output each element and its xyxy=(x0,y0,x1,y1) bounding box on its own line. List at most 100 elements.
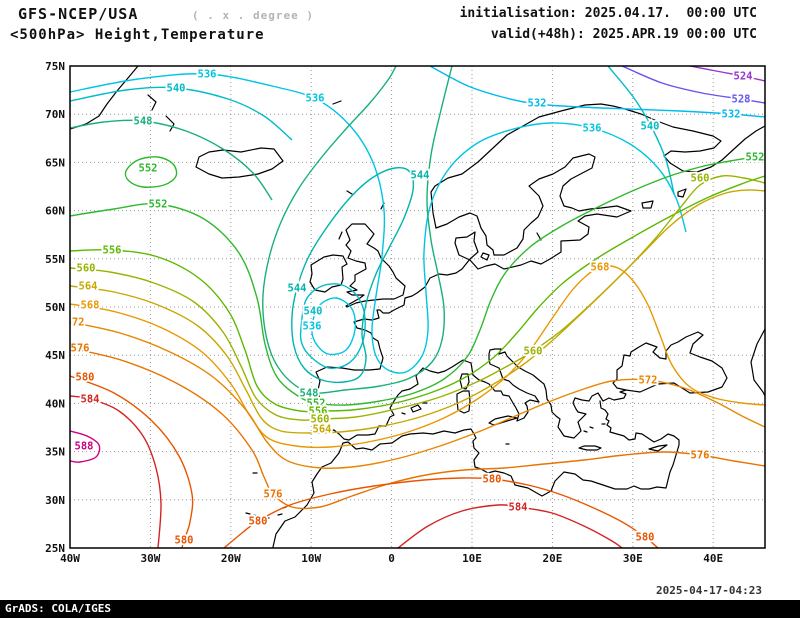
contour-line-564 xyxy=(70,189,765,434)
coastline xyxy=(401,412,406,415)
field-title: <500hPa> Height,Temperature xyxy=(10,27,265,43)
contour-line-572 xyxy=(70,321,765,469)
contour-label-556: 556 xyxy=(103,245,122,257)
map-layers: 524 528 532 532 536 536 536 536 540 540 540 544 544 5… xyxy=(66,66,765,548)
contour-label-560: 560 xyxy=(311,414,330,426)
contour-label-536: 536 xyxy=(198,69,217,81)
footer-bar: GrADS: COLA/IGES xyxy=(0,600,800,618)
lat-axis-label: 65N xyxy=(45,156,65,169)
contour-line-540 xyxy=(70,86,293,141)
contour-line-548 xyxy=(70,119,273,201)
coastline xyxy=(277,513,283,516)
contour-label-544: 544 xyxy=(288,283,307,295)
valid-time-label: valid(+48h): 2025.APR.19 00:00 UTC xyxy=(490,27,757,42)
coastline xyxy=(346,190,353,195)
coastline xyxy=(345,223,406,308)
coastline xyxy=(147,94,157,111)
contour-label-580: 580 xyxy=(175,535,194,547)
contour-label-576: 576 xyxy=(264,489,283,501)
coastline xyxy=(578,445,602,451)
lon-axis-label: 30W xyxy=(140,552,160,565)
contour-label-540: 540 xyxy=(641,121,660,133)
contour-label-540: 540 xyxy=(167,83,186,95)
contour-label-568: 568 xyxy=(81,300,100,312)
contour-line-548 xyxy=(262,66,453,394)
map-border xyxy=(69,65,766,549)
lat-axis-label: 45N xyxy=(45,349,65,362)
contour-line-588 xyxy=(70,430,101,463)
lat-axis-label: 60N xyxy=(45,205,65,218)
contour-label-552: 552 xyxy=(149,199,168,211)
coastline xyxy=(253,514,259,517)
lat-axis-label: 35N xyxy=(45,446,65,459)
contour-label-580: 580 xyxy=(483,474,502,486)
contour-label-580: 580 xyxy=(249,516,268,528)
contour-label-552: 552 xyxy=(746,152,765,164)
model-title: GFS-NCEP/USA xyxy=(18,5,139,23)
coastline xyxy=(309,254,348,293)
contour-label-576: 576 xyxy=(71,343,90,355)
lat-axis-label: 30N xyxy=(45,494,65,507)
contour-label-536: 536 xyxy=(303,321,322,333)
contour-line-524 xyxy=(689,66,765,82)
lat-axis-label: 50N xyxy=(45,301,65,314)
coastline xyxy=(589,426,594,429)
coastline xyxy=(70,66,139,130)
lon-axis-label: 30E xyxy=(623,552,643,565)
coastline xyxy=(612,331,728,394)
contour-label-568: 568 xyxy=(591,262,610,274)
contour-line-552 xyxy=(124,156,178,188)
contour-label-536: 536 xyxy=(306,93,325,105)
coastline xyxy=(332,100,342,105)
coastline xyxy=(641,200,654,209)
contour-label-536: 536 xyxy=(583,123,602,135)
contour-line-556 xyxy=(70,175,765,413)
lon-axis-label: 10W xyxy=(301,552,321,565)
lat-axis-label: 40N xyxy=(45,397,65,410)
contour-label-552: 552 xyxy=(307,398,326,410)
coastline xyxy=(488,415,518,426)
lat-axis-label: 55N xyxy=(45,253,65,266)
lon-axis-label: 40E xyxy=(703,552,723,565)
contour-label-584: 584 xyxy=(81,394,100,406)
contour-label-532: 532 xyxy=(722,109,741,121)
contour-label-572: 572 xyxy=(639,375,658,387)
creation-timestamp: 2025-04-17-04:23 xyxy=(656,584,762,597)
contour-label-572: 572 xyxy=(66,317,85,329)
contour-label-548: 548 xyxy=(300,388,319,400)
contour-line-580 xyxy=(70,375,194,548)
contour-line-536 xyxy=(311,297,357,356)
coastline xyxy=(583,430,588,433)
contour-line-544 xyxy=(291,166,415,384)
contour-line-560 xyxy=(70,174,765,421)
lon-axis-label: 0 xyxy=(388,552,395,565)
contour-label-528: 528 xyxy=(732,94,751,106)
lat-axis-label: 70N xyxy=(45,108,65,121)
coastline xyxy=(410,404,422,413)
coastline xyxy=(430,103,765,229)
lat-axis-label: 25N xyxy=(45,542,65,555)
contour-label-560: 560 xyxy=(691,173,710,185)
contour-label-524: 524 xyxy=(734,71,753,83)
contour-label-588: 588 xyxy=(75,441,94,453)
contour-label-544: 544 xyxy=(411,170,430,182)
contour-label-584: 584 xyxy=(509,502,528,514)
lon-axis-label: 40W xyxy=(60,552,80,565)
lon-axis-label: 20E xyxy=(542,552,562,565)
contour-label-532: 532 xyxy=(528,98,547,110)
contour-label-552: 552 xyxy=(139,163,158,175)
coastline xyxy=(272,400,680,548)
coastline xyxy=(245,512,251,515)
contour-label-560: 560 xyxy=(77,263,96,275)
contour-line-584 xyxy=(397,504,623,548)
contour-line-528 xyxy=(621,66,765,104)
contour-label-564: 564 xyxy=(313,424,332,436)
init-time-label: initialisation: 2025.04.17. 00:00 UTC xyxy=(459,6,757,21)
contour-label-548: 548 xyxy=(134,116,153,128)
grads-credit: GrADS: COLA/IGES xyxy=(5,602,111,615)
coastline xyxy=(165,115,175,132)
lat-axis-label: 75N xyxy=(45,60,65,73)
contour-line-584 xyxy=(70,395,162,548)
contour-label-580: 580 xyxy=(636,532,655,544)
coastline xyxy=(677,188,687,198)
